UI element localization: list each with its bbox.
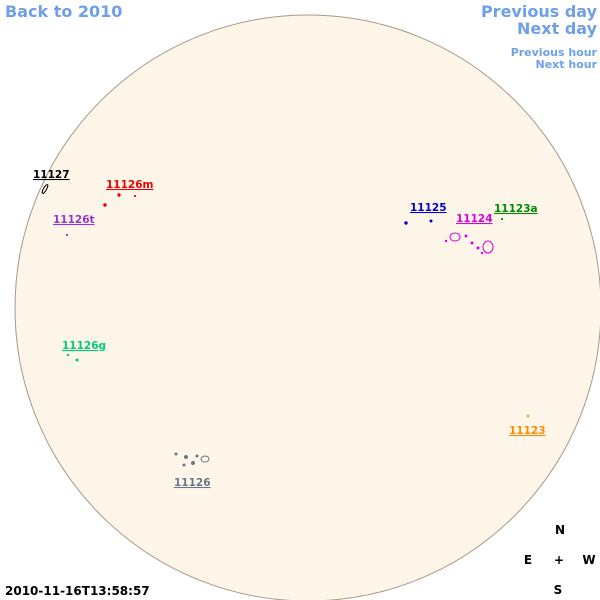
previous-hour-link[interactable]: Previous hour (511, 46, 598, 59)
timestamp: 2010-11-16T13:58:57 (5, 584, 150, 598)
region-feature (117, 193, 121, 197)
region-feature (476, 246, 480, 250)
region-feature (174, 452, 178, 456)
region-feature (182, 463, 186, 467)
region-label[interactable]: 11123a (494, 203, 538, 215)
region-feature (200, 455, 210, 463)
compass-center: + (554, 553, 564, 567)
region-feature (41, 184, 49, 194)
region-label[interactable]: 11126t (53, 214, 95, 226)
previous-day-link[interactable]: Previous day (481, 2, 598, 21)
region-feature (65, 233, 69, 237)
compass-north: N (555, 523, 565, 537)
region-feature (470, 241, 474, 245)
region-feature (195, 454, 199, 458)
next-hour-link[interactable]: Next hour (536, 58, 598, 71)
region-label[interactable]: 11125 (410, 202, 447, 214)
region-feature (191, 461, 195, 465)
region-feature (500, 217, 504, 221)
region-feature (103, 203, 107, 207)
region-feature (75, 358, 79, 362)
region-feature (184, 455, 188, 459)
region-feature (464, 234, 468, 238)
region-feature (133, 194, 137, 198)
region-feature (429, 219, 433, 223)
region-label[interactable]: 11123 (509, 425, 546, 437)
next-day-link[interactable]: Next day (517, 19, 598, 38)
region-label[interactable]: 11124 (456, 213, 493, 225)
region-feature (66, 353, 70, 357)
region-feature (444, 239, 448, 243)
region-label[interactable]: 11126 (174, 477, 211, 489)
solar-disk (14, 14, 600, 600)
region-feature (526, 414, 530, 418)
region-feature (449, 232, 461, 242)
region-label[interactable]: 11126g (62, 340, 106, 352)
compass-south: S (554, 583, 563, 597)
back-link[interactable]: Back to 2010 (5, 2, 122, 21)
compass-west: W (582, 553, 595, 567)
region-feature (482, 240, 494, 254)
region-feature (480, 251, 484, 255)
region-label[interactable]: 11127 (33, 169, 70, 181)
region-feature (404, 221, 408, 225)
compass-east: E (524, 553, 532, 567)
region-label[interactable]: 11126m (106, 179, 154, 191)
